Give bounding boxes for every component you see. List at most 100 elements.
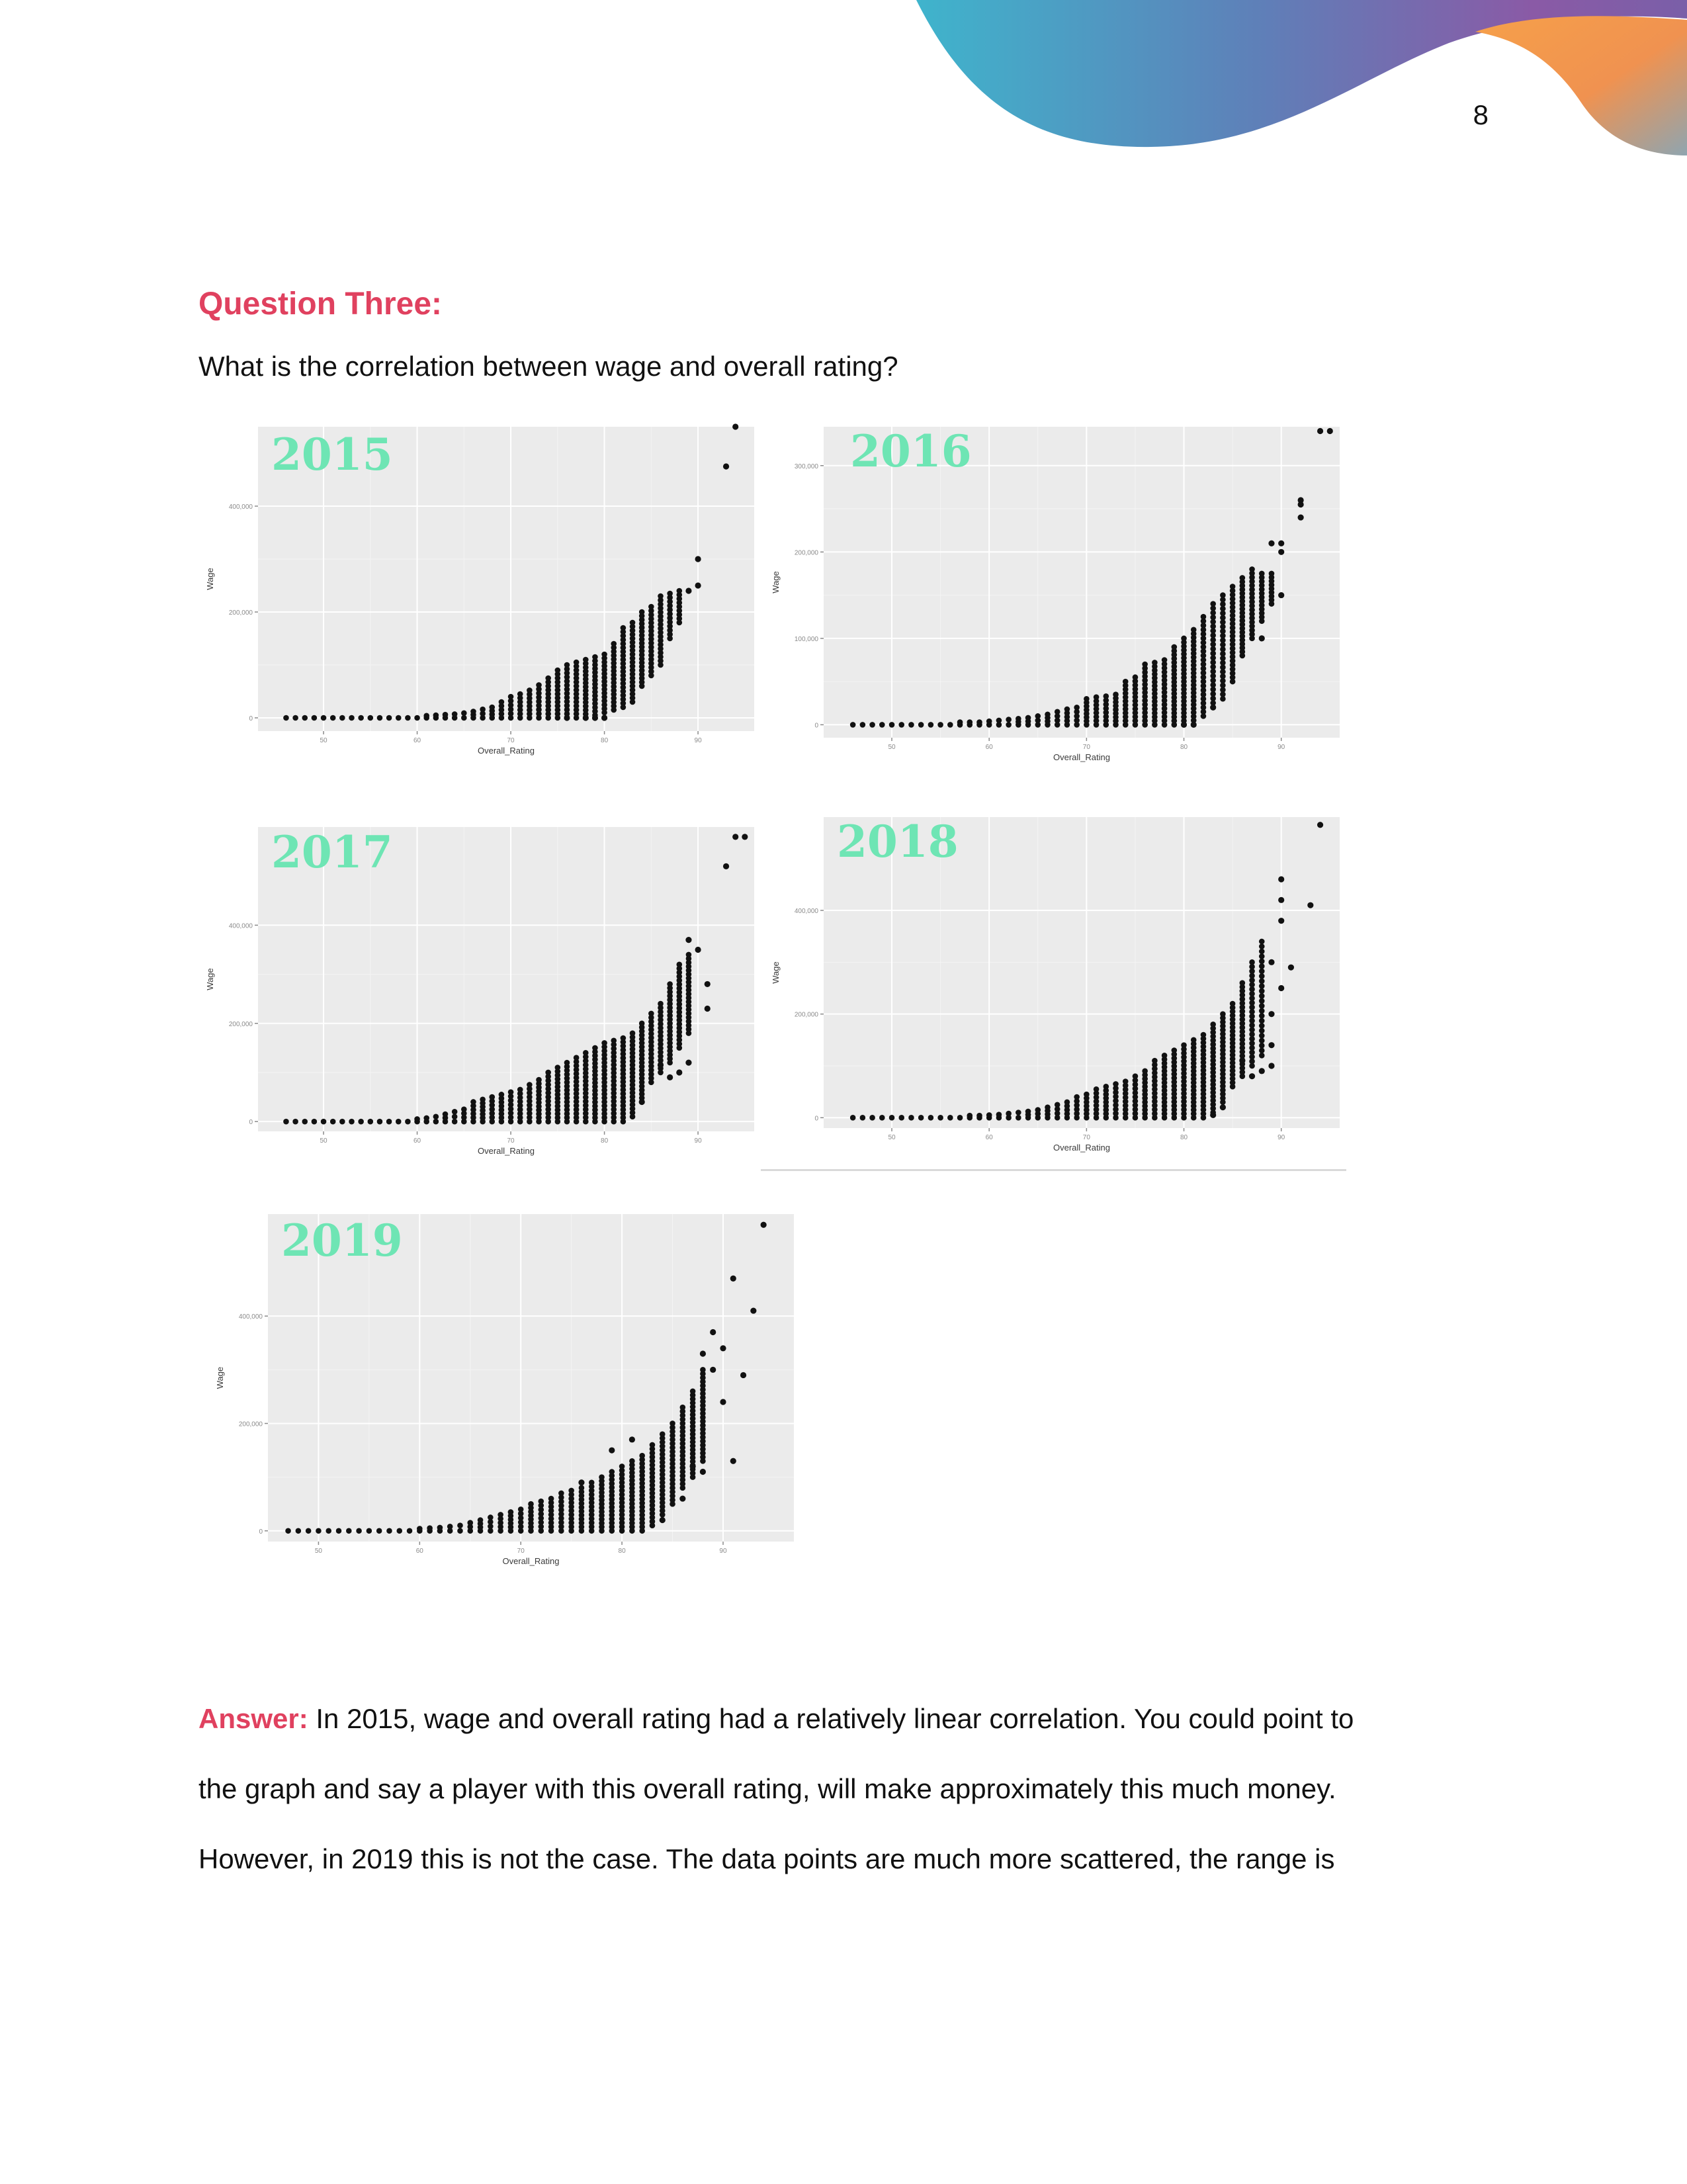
data-point: [545, 711, 551, 717]
data-point: [1181, 678, 1187, 685]
data-point: [629, 1050, 636, 1056]
data-point: [507, 711, 514, 717]
data-point: [1200, 627, 1207, 633]
data-point: [1161, 1060, 1168, 1067]
data-point: [659, 1447, 666, 1454]
data-point: [1152, 660, 1158, 666]
data-point: [638, 683, 645, 689]
data-point: [1161, 709, 1168, 716]
data-point: [536, 707, 542, 713]
data-point: [517, 1098, 523, 1105]
data-point: [1142, 1107, 1148, 1113]
data-point: [700, 1403, 706, 1409]
data-point: [1152, 1082, 1158, 1088]
data-point: [648, 616, 654, 622]
data-point: [685, 971, 692, 977]
data-point: [1200, 644, 1207, 650]
data-point: [670, 1440, 675, 1447]
data-point: [1142, 1084, 1148, 1090]
data-point: [1249, 619, 1255, 625]
data-point: [554, 695, 561, 701]
data-point-outlier: [1268, 1011, 1275, 1018]
data-point: [1181, 635, 1187, 642]
data-point: [679, 1428, 686, 1434]
data-point: [568, 1520, 574, 1526]
data-point: [685, 967, 692, 973]
data-point: [629, 691, 636, 697]
data-point: [609, 1516, 615, 1522]
data-point: [1132, 1110, 1139, 1117]
data-point: [1249, 959, 1255, 965]
data-point-outlier: [730, 1458, 736, 1464]
data-point: [568, 1508, 574, 1514]
data-point: [676, 1041, 683, 1047]
data-point: [658, 1029, 664, 1035]
data-point: [638, 609, 645, 615]
data-point: [1171, 1047, 1178, 1053]
data-point: [1103, 1115, 1109, 1121]
data-point: [679, 1404, 686, 1411]
data-point: [648, 624, 654, 630]
data-point: [676, 1025, 683, 1031]
data-point: [1220, 597, 1226, 603]
data-point: [1006, 722, 1012, 728]
y-tick-label: 0: [259, 1528, 263, 1536]
data-point: [1181, 686, 1187, 693]
data-point: [676, 607, 683, 614]
data-point: [1103, 697, 1109, 703]
data-point: [1220, 664, 1226, 670]
data-point: [1142, 1080, 1148, 1086]
data-point: [1181, 1074, 1187, 1080]
data-point: [638, 1079, 645, 1086]
data-point: [639, 1496, 645, 1503]
data-point: [461, 1106, 467, 1112]
y-axis-label: Wage: [771, 571, 781, 593]
data-point: [1122, 678, 1129, 685]
data-point-outlier: [685, 937, 692, 943]
data-point: [1142, 1111, 1148, 1117]
data-point: [1171, 667, 1178, 674]
data-point: [573, 707, 580, 713]
data-point: [1220, 1091, 1226, 1098]
data-point: [1190, 674, 1197, 680]
data-point: [629, 1046, 636, 1052]
answer-label: Answer:: [198, 1703, 308, 1734]
data-point: [648, 1051, 654, 1057]
data-point-outlier: [659, 1516, 666, 1524]
x-tick-label: 80: [601, 1137, 609, 1145]
data-point: [1190, 1060, 1197, 1067]
data-point: [601, 1103, 607, 1109]
data-point: [582, 1058, 589, 1064]
data-point: [609, 1485, 615, 1491]
data-point: [1258, 610, 1265, 617]
data-point: [558, 1528, 564, 1534]
data-point: [582, 1098, 589, 1104]
data-point: [658, 1004, 664, 1011]
data-point: [601, 1091, 607, 1097]
data-point: [648, 1043, 654, 1049]
data-point: [620, 672, 627, 679]
data-point: [601, 1118, 607, 1125]
data-point: [1210, 1081, 1216, 1088]
data-point: [1142, 661, 1148, 668]
data-point: [517, 1118, 523, 1125]
data-point: [670, 1432, 675, 1439]
data-point: [676, 981, 683, 988]
data-point: [1229, 1080, 1236, 1086]
data-point: [1258, 570, 1265, 577]
data-point: [588, 1524, 595, 1530]
data-point: [1171, 718, 1178, 724]
data-point: [859, 1115, 866, 1121]
data-point: [536, 694, 542, 701]
data-point: [1229, 674, 1236, 681]
data-point: [667, 611, 673, 617]
data-point: [1084, 1091, 1090, 1098]
data-point: [659, 1439, 666, 1446]
data-point: [620, 668, 627, 675]
x-tick-label: 70: [507, 737, 515, 744]
data-point: [1142, 1087, 1148, 1094]
data-point: [1064, 718, 1070, 724]
data-point: [611, 687, 617, 693]
data-point: [573, 1098, 580, 1105]
data-point: [1239, 602, 1246, 608]
